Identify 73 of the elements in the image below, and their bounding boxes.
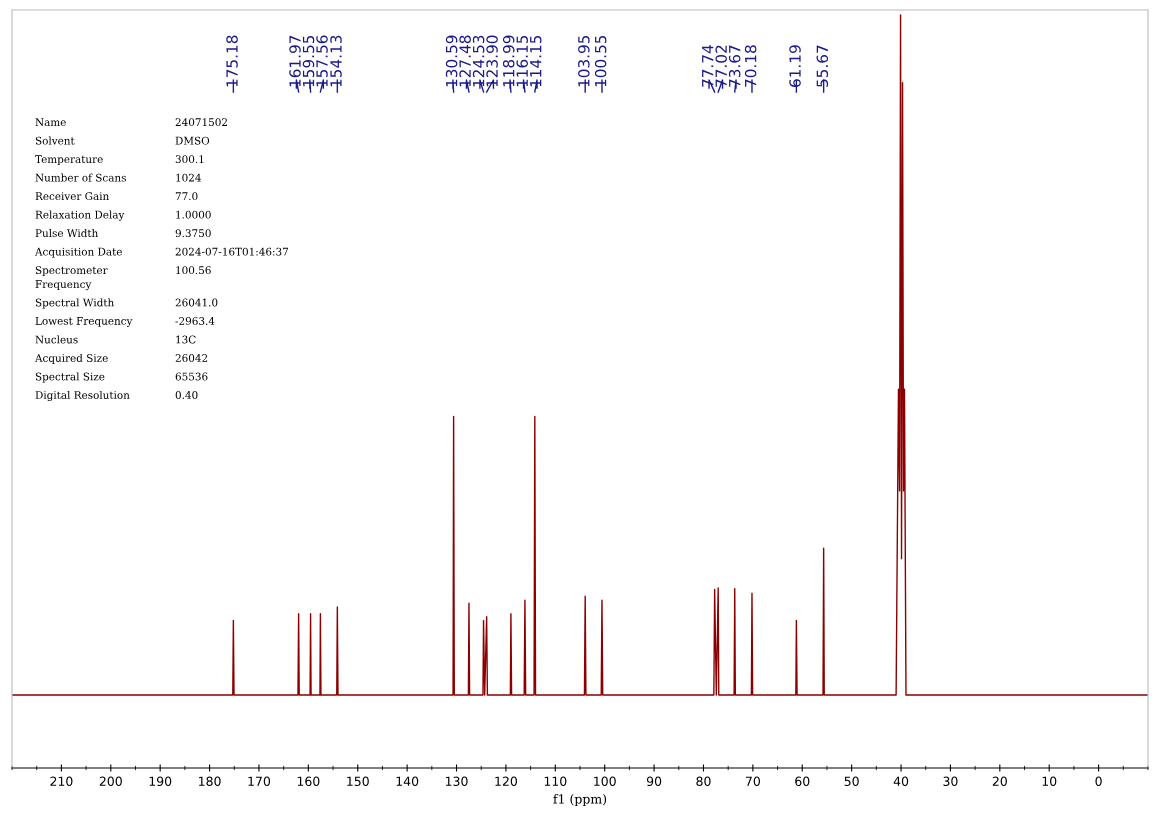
annotation: 77.74	[702, 45, 714, 87]
x-tick-label: 60	[795, 776, 810, 787]
annotation: 1024	[176, 173, 201, 182]
annotation: Digital Resolution	[35, 390, 130, 402]
annotation: 100.56	[176, 266, 211, 275]
annotation: 55.67	[816, 45, 829, 87]
x-tick-label: 80	[696, 776, 711, 787]
annotation: 9.3750	[175, 229, 211, 238]
x-tick-label: 170	[248, 776, 271, 787]
annotation: Number of Scans	[35, 173, 126, 182]
annotation: Spectral Width	[35, 298, 114, 309]
x-tick-label: 50	[844, 776, 859, 787]
annotation: Lowest Frequency	[35, 317, 133, 327]
annotation: 73.67	[728, 45, 741, 87]
x-tick-label: 90	[646, 776, 662, 787]
annotation: 1.0000	[176, 210, 211, 219]
annotation: 159.55	[302, 35, 315, 87]
x-tick-label: 140	[396, 776, 419, 787]
annotation: 124.53	[472, 35, 485, 87]
annotation: DMSO	[175, 136, 210, 145]
annotation: Relaxation Delay	[35, 210, 125, 221]
x-tick-label: 110	[544, 776, 567, 787]
annotation: Acquisition Date	[34, 247, 122, 258]
annotation: Spectral Size	[35, 372, 105, 383]
annotation: 114.15	[530, 35, 542, 87]
annotation: 26041.0	[175, 298, 218, 307]
x-tick-label: 210	[50, 776, 73, 787]
annotation: 118.99	[502, 35, 515, 87]
annotation: 13C	[176, 335, 196, 344]
annotation: 100.55	[594, 35, 607, 87]
annotation: 157.56	[316, 35, 328, 87]
annotation: 77.0	[175, 192, 198, 201]
annotation: 175.18	[226, 35, 238, 87]
annotation: 154.13	[330, 35, 342, 87]
annotation: Receiver Gain	[35, 192, 109, 201]
annotation: 161.97	[289, 35, 301, 87]
annotation: 123.90	[486, 35, 498, 87]
x-tick-label: 200	[99, 776, 122, 787]
x-tick-label: 130	[445, 776, 468, 787]
x-tick-label: 0	[1095, 776, 1102, 787]
annotation: 70.18	[744, 45, 757, 87]
annotation: Name	[35, 118, 66, 127]
annotation: Acquired Size	[34, 353, 108, 364]
x-tick-label: 20	[992, 776, 1007, 787]
annotation: 2024-07-16T01:46:37	[175, 247, 289, 256]
annotation: Solvent	[35, 136, 75, 145]
annotation: 0.40	[175, 391, 198, 399]
x-tick-label: 150	[347, 776, 369, 787]
annotation: 26042	[175, 354, 208, 362]
x-tick-label: 70	[745, 776, 760, 787]
annotation: 65536	[175, 372, 208, 381]
x-tick-label: 180	[199, 776, 221, 787]
annotation: 116.15	[516, 35, 528, 87]
annotation: Temperature	[35, 155, 103, 166]
annotation: 77.02	[715, 45, 727, 87]
annotation: -2963.4	[175, 317, 215, 325]
annotation: 24071502	[175, 118, 227, 127]
annotation: 130.59	[445, 35, 458, 87]
annotation: 61.19	[789, 45, 801, 87]
x-axis-title: f1 (ppm)	[553, 793, 607, 807]
x-tick-label: 40	[893, 776, 909, 787]
x-tick-label: 30	[943, 776, 958, 787]
x-tick-label: 10	[1042, 776, 1057, 787]
x-tick-label: 100	[594, 776, 616, 787]
annotation: 103.95	[578, 35, 590, 87]
x-tick-label: 190	[149, 776, 172, 787]
annotation: Nucleus	[35, 335, 78, 344]
x-tick-label: 160	[297, 776, 320, 787]
annotation: Pulse Width	[35, 229, 98, 238]
annotation: 127.48	[459, 35, 471, 87]
x-tick-label: 120	[495, 776, 518, 787]
annotation: Spectrometer Frequency	[35, 266, 108, 291]
annotation: 300.1	[175, 155, 204, 164]
